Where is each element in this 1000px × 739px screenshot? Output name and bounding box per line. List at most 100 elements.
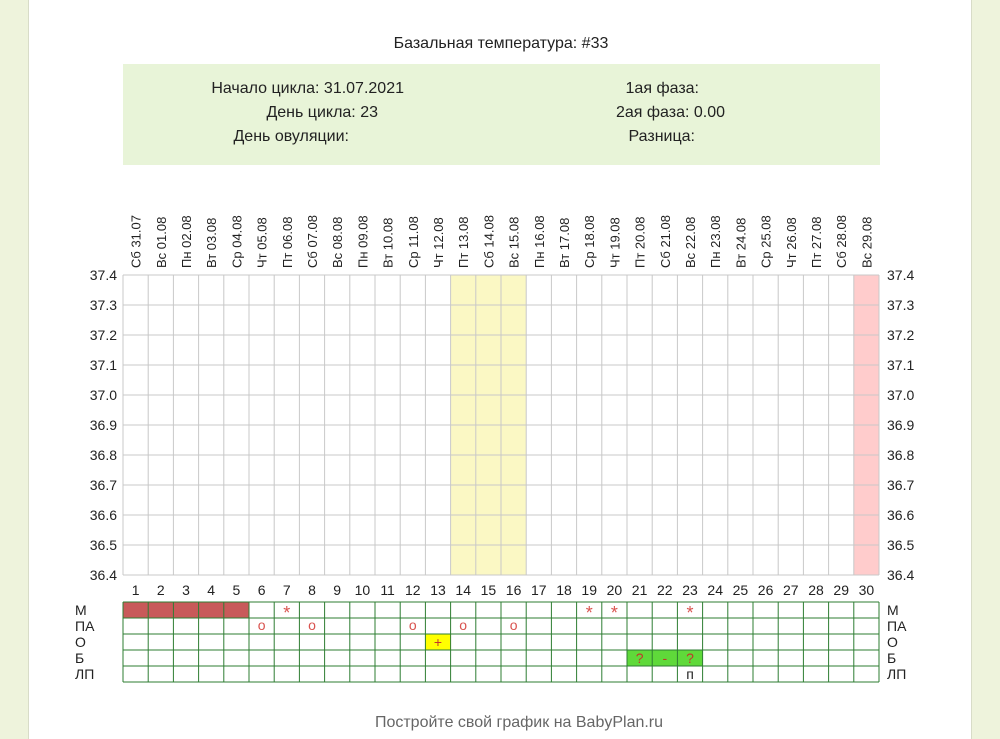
y-tick-label: 36.6 — [90, 507, 117, 523]
ovulation-test-cell — [425, 634, 451, 650]
date-label: Сб 28.08 — [834, 215, 849, 268]
phase2-label: 2ая фаза: 0.00 — [616, 104, 725, 121]
date-label: Вс 15.08 — [507, 217, 522, 268]
day-number: 24 — [707, 582, 723, 598]
spotting-mark: * — [283, 603, 290, 623]
row-label: О — [75, 634, 86, 650]
spotting-mark: * — [611, 603, 618, 623]
ovulation-test-mark: + — [434, 634, 442, 650]
y-axis-left: 37.4 37.3 37.2 37.1 37.0 36.9 36.8 36.7 36.6 36.5… — [90, 267, 117, 583]
cycle-day-label: День цикла: 23 — [266, 104, 378, 121]
indicator-mark: ? — [686, 650, 694, 666]
y-tick-label: 37.2 — [887, 327, 914, 343]
day-number: 17 — [531, 582, 547, 598]
day-number-labels: 1 2 3 4 5 6 7 8 9 10 11 12 13 14 15 16 17 18 19 20 21 22 23 24 2… — [132, 582, 875, 598]
y-tick-label: 37.4 — [887, 267, 914, 283]
indicator-cell — [652, 650, 678, 666]
pa-mark: o — [308, 617, 316, 633]
spotting-mark: * — [686, 603, 693, 623]
date-label: Пт 27.08 — [809, 217, 824, 268]
row-label: О — [887, 634, 898, 650]
date-label: Вс 08.08 — [330, 217, 345, 268]
day-number: 1 — [132, 582, 140, 598]
date-label: Сб 07.08 — [305, 215, 320, 268]
date-label: Ср 04.08 — [229, 215, 244, 268]
y-tick-label: 37.3 — [887, 297, 914, 313]
y-tick-label: 37.2 — [90, 327, 117, 343]
day-number: 2 — [157, 582, 165, 598]
y-tick-label: 36.5 — [90, 537, 117, 553]
row-label: ПА — [887, 618, 907, 634]
footer-link[interactable]: Постройте свой график на BabyPlan.ru — [375, 714, 663, 731]
row-label: М — [887, 602, 899, 618]
y-tick-label: 37.3 — [90, 297, 117, 313]
day-number: 9 — [333, 582, 341, 598]
day-number: 25 — [733, 582, 749, 598]
date-label: Сб 14.08 — [481, 215, 496, 268]
indicator-cell — [627, 650, 653, 666]
y-tick-label: 36.7 — [887, 477, 914, 493]
date-label: Вт 03.08 — [204, 218, 219, 268]
menstruation-bar — [123, 602, 249, 618]
pa-mark: o — [459, 617, 467, 633]
day-number: 21 — [632, 582, 648, 598]
day-number: 4 — [207, 582, 215, 598]
row-label: Б — [75, 650, 84, 666]
row-label: ЛП — [75, 666, 94, 682]
y-tick-label: 36.5 — [887, 537, 914, 553]
y-tick-label: 36.4 — [887, 567, 914, 583]
row-label: ЛП — [887, 666, 906, 682]
day-number: 29 — [833, 582, 849, 598]
date-label: Вт 17.08 — [557, 218, 572, 268]
day-number: 3 — [182, 582, 190, 598]
day-number: 11 — [380, 582, 395, 598]
day-number: 6 — [258, 582, 266, 598]
date-label: Вт 24.08 — [733, 218, 748, 268]
day-number: 8 — [308, 582, 316, 598]
y-tick-label: 37.0 — [887, 387, 914, 403]
y-tick-label: 37.4 — [90, 267, 117, 283]
pa-mark: o — [258, 617, 266, 633]
y-tick-label: 36.9 — [887, 417, 914, 433]
row-label: Б — [887, 650, 896, 666]
difference-label: Разница: — [629, 128, 695, 145]
y-tick-label: 36.4 — [90, 567, 117, 583]
date-label: Пт 20.08 — [633, 217, 648, 268]
day-number: 19 — [581, 582, 597, 598]
pa-mark: o — [510, 617, 518, 633]
day-number: 7 — [283, 582, 291, 598]
indicator-mark: - — [662, 650, 667, 666]
day-number: 28 — [808, 582, 824, 598]
day-number: 20 — [607, 582, 623, 598]
date-label: Вт 10.08 — [381, 218, 396, 268]
day-number: 27 — [783, 582, 799, 598]
date-label: Пн 23.08 — [708, 215, 723, 268]
day-number: 30 — [859, 582, 875, 598]
date-label: Пн 02.08 — [179, 215, 194, 268]
y-tick-label: 37.1 — [90, 357, 117, 373]
date-label: Ср 18.08 — [582, 215, 597, 268]
chart-title: Базальная температура: #33 — [394, 35, 609, 52]
indicator-mark: ? — [636, 650, 644, 666]
day-number: 26 — [758, 582, 774, 598]
cycle-info-box — [123, 64, 880, 165]
date-label: Пт 06.08 — [280, 217, 295, 268]
day-number: 5 — [233, 582, 241, 598]
date-label: Пт 13.08 — [456, 217, 471, 268]
date-label: Вс 22.08 — [683, 217, 698, 268]
indicator-cell — [677, 650, 703, 666]
day-number: 12 — [405, 582, 421, 598]
date-label: Чт 05.08 — [255, 217, 270, 268]
day-number: 13 — [430, 582, 446, 598]
pa-mark: o — [409, 617, 417, 633]
date-label: Пн 09.08 — [355, 215, 370, 268]
date-label: Сб 31.07 — [129, 215, 144, 268]
y-axis-right: 37.4 37.3 37.2 37.1 37.0 36.9 36.8 36.7 36.6 36.5… — [887, 267, 914, 583]
day-number: 15 — [481, 582, 497, 598]
cycle-start-label: Начало цикла: 31.07.2021 — [211, 80, 404, 97]
y-tick-label: 36.7 — [90, 477, 117, 493]
spotting-mark: * — [586, 603, 593, 623]
date-label: Чт 12.08 — [431, 217, 446, 268]
date-label: Сб 21.08 — [658, 215, 673, 268]
date-label: Чт 19.08 — [607, 217, 622, 268]
